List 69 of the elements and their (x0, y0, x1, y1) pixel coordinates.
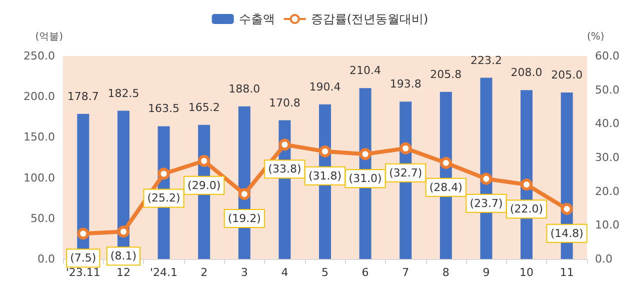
data-label: 205.0 (551, 68, 583, 82)
y2-tick-label: 50.0 (595, 83, 620, 96)
x-tick-label: 12 (116, 266, 130, 279)
x-tick-label: 9 (482, 266, 490, 279)
y2-tick-label: 60.0 (595, 50, 620, 62)
point (117, 226, 130, 238)
y-tick-label: 150.0 (24, 130, 55, 144)
data-label: 170.8 (268, 96, 300, 110)
point (359, 148, 372, 160)
data-label: 193.8 (390, 78, 422, 91)
data-label: 182.5 (108, 86, 140, 100)
y-tick-label: 100.0 (24, 171, 55, 184)
x-tick-label: 10 (520, 266, 534, 279)
point (158, 168, 170, 180)
x-tick-label: 5 (322, 266, 328, 279)
legend-label: 수출액 (238, 12, 275, 26)
data-label: (8.1) (110, 250, 136, 263)
data-label: 178.7 (67, 90, 99, 103)
data-label: (14.8) (550, 226, 584, 240)
data-label: (31.8) (308, 169, 342, 182)
y2-tick-label: 10.0 (595, 218, 620, 232)
data-label: 223.2 (470, 54, 502, 67)
data-label: (29.0) (188, 178, 221, 192)
point (560, 202, 573, 215)
data-label: (32.7) (389, 166, 422, 180)
x-tick-label: '24.1 (150, 266, 178, 279)
point (198, 154, 210, 167)
y2-tick-label: 30.0 (595, 151, 620, 164)
y-tick-label: 50.0 (30, 212, 55, 225)
x-tick-label: 4 (281, 266, 288, 279)
point (77, 228, 90, 240)
x-tick-label: 8 (442, 266, 450, 279)
point (238, 188, 250, 200)
y-tick-label: 200.0 (24, 90, 55, 104)
data-label: 165.2 (188, 100, 220, 114)
x-tick-label: 11 (560, 266, 574, 279)
y2-tick-label: 20.0 (595, 184, 620, 198)
data-label: 208.0 (510, 66, 542, 80)
y-axis-title: (억불) (35, 32, 64, 42)
data-label: (28.4) (429, 180, 462, 194)
point (400, 142, 412, 154)
y2-tick-label: 0.0 (595, 252, 612, 266)
x-tick-label: 6 (362, 266, 369, 279)
data-label: 190.4 (309, 80, 341, 94)
data-label: (19.2) (228, 212, 261, 226)
x-tick-label: '23.11 (66, 266, 100, 279)
x-tick-label: 3 (240, 266, 248, 279)
point (480, 172, 492, 185)
y-tick-label: 0.0 (38, 252, 55, 266)
data-label: (33.8) (268, 162, 302, 176)
data-label: 205.8 (430, 68, 462, 81)
data-label: (31.0) (348, 172, 382, 186)
y-tick-label: 250.0 (24, 50, 55, 62)
point (520, 178, 533, 191)
x-tick-label: 2 (200, 266, 208, 279)
data-label: (7.5) (70, 252, 96, 265)
point (278, 138, 291, 151)
data-label: (23.7) (470, 196, 503, 210)
point (440, 156, 452, 169)
legend-label: 증감률(전년동월대비) (310, 12, 428, 26)
point (319, 145, 331, 158)
y2-tick-label: 40.0 (595, 117, 620, 130)
x-tick-label: 7 (402, 266, 410, 279)
data-label: 163.5 (148, 102, 180, 116)
data-label: (25.2) (147, 192, 180, 205)
data-label: (22.0) (510, 202, 544, 216)
data-label: 210.4 (350, 64, 382, 78)
y2-axis-title: (%) (587, 32, 604, 42)
data-label: 188.0 (228, 82, 260, 96)
